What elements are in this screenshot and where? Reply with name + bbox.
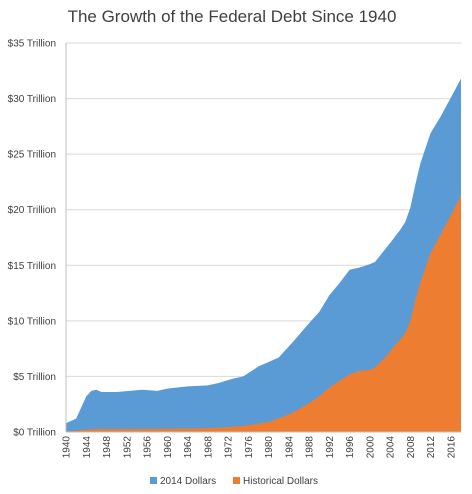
x-tick-label: 1964 (183, 436, 194, 459)
y-axis-tick-labels: $0 Trillion $5 Trillion $10 Trillion $15 Tr… (8, 39, 56, 439)
x-tick-label: 2016 (446, 436, 457, 459)
x-tick-label: 1984 (284, 436, 295, 459)
x-tick-label: 1976 (244, 436, 255, 459)
x-tick-label: 1952 (122, 436, 133, 459)
y-tick-label: $20 Trillion (8, 205, 56, 216)
x-tick-label: 1956 (143, 436, 154, 459)
x-tick-label: 2008 (406, 436, 417, 459)
legend-swatch (150, 477, 157, 484)
legend-swatch (233, 477, 240, 484)
y-tick-label: $25 Trillion (8, 150, 56, 161)
legend-label: 2014 Dollars (160, 476, 216, 487)
gridlines (66, 42, 461, 433)
x-tick-label: 1972 (224, 436, 235, 459)
x-tick-label: 1996 (345, 436, 356, 459)
y-tick-label: $35 Trillion (8, 39, 56, 50)
x-tick-label: 1980 (264, 436, 275, 459)
x-tick-label: 2012 (426, 436, 437, 459)
x-tick-label: 1960 (163, 436, 174, 459)
legend-label: Historical Dollars (243, 476, 318, 487)
y-tick-label: $15 Trillion (8, 261, 56, 272)
chart-title: The Growth of the Federal Debt Since 194… (68, 7, 397, 26)
y-tick-label: $5 Trillion (13, 372, 56, 383)
series-area-historical-dollars (66, 195, 461, 432)
series-area-2014-dollars (66, 78, 461, 432)
x-tick-label: 2000 (365, 436, 376, 459)
y-tick-label: $0 Trillion (13, 428, 56, 439)
x-tick-label: 1948 (102, 436, 113, 459)
x-tick-label: 1992 (325, 436, 336, 459)
legend: 2014 Dollars Historical Dollars (150, 476, 318, 487)
axes (65, 43, 461, 433)
x-tick-label: 1944 (82, 436, 93, 459)
x-tick-label: 1968 (203, 436, 214, 459)
x-tick-label: 1988 (305, 436, 316, 459)
x-tick-label: 2004 (386, 436, 397, 459)
area-series-layer (66, 78, 461, 432)
y-tick-label: $10 Trillion (8, 316, 56, 327)
y-tick-label: $30 Trillion (8, 94, 56, 105)
x-axis-tick-labels: 1940 1944 1948 1952 1956 1960 1964 1968 1972 1976… (62, 436, 458, 459)
x-tick-label: 1940 (62, 436, 73, 459)
